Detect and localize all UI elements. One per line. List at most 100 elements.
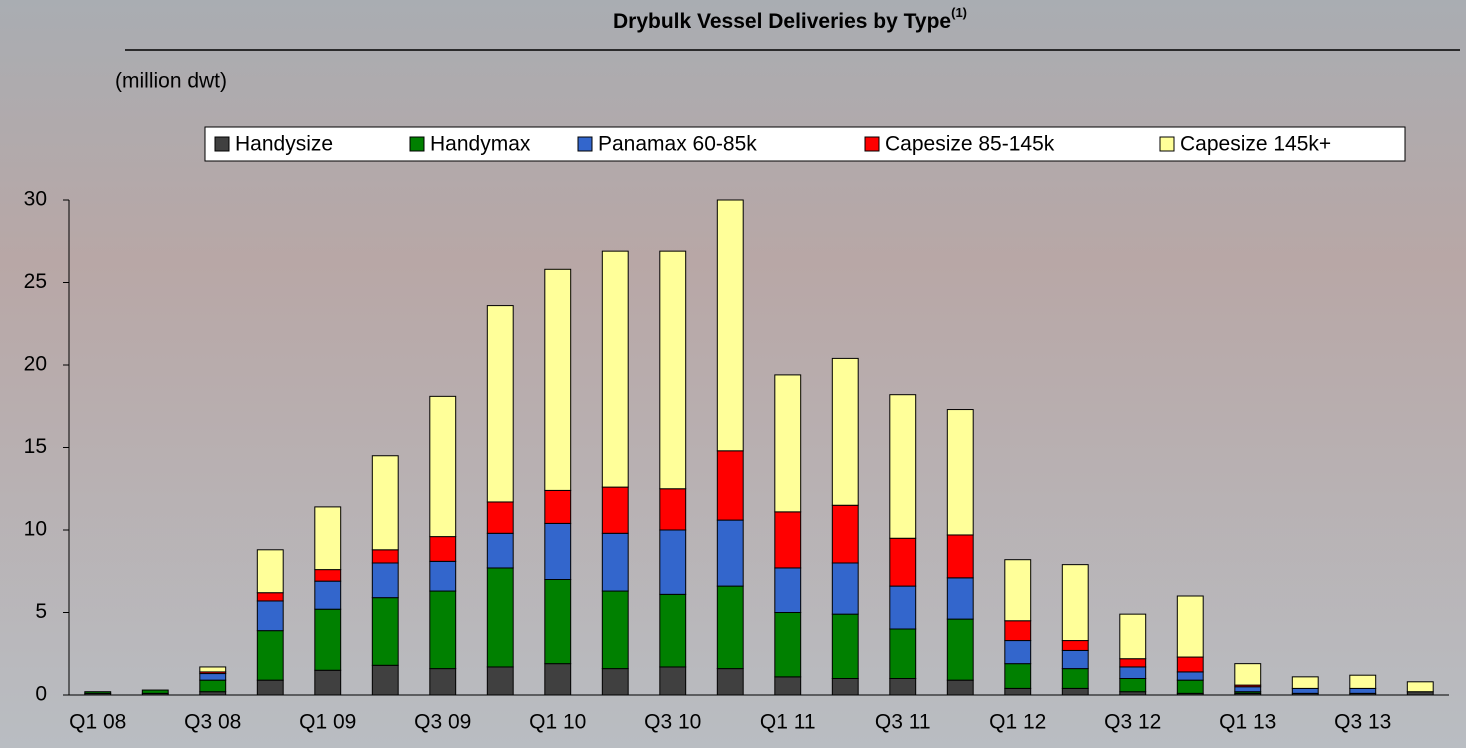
bar-segment [717, 586, 743, 669]
x-tick-label: Q1 08 [69, 711, 126, 734]
bar-segment [257, 593, 283, 601]
bar-segment [487, 502, 513, 533]
bar-segment [947, 410, 973, 535]
legend-swatch [215, 137, 229, 151]
bar-segment [430, 396, 456, 536]
bar-segment [315, 609, 341, 670]
bar-segment [430, 591, 456, 669]
bar-segment [315, 570, 341, 582]
chart-title: Drybulk Vessel Deliveries by Type(1) [613, 5, 967, 32]
y-tick-label: 5 [35, 600, 47, 623]
bar-segment [200, 680, 226, 692]
bar-segment [487, 568, 513, 667]
bar-segment [315, 581, 341, 609]
x-tick-label: Q3 09 [414, 711, 471, 734]
bar-segment [1177, 596, 1203, 657]
bar-segment [717, 520, 743, 586]
x-tick-label: Q1 09 [299, 711, 356, 734]
bar-segment [890, 538, 916, 586]
bar-segment [1120, 667, 1146, 679]
page: {"chart_data": { "type": "stacked_bar", … [0, 0, 1466, 748]
bar-segment [487, 306, 513, 502]
y-tick-label: 0 [35, 683, 47, 706]
bar-segment [832, 614, 858, 678]
bar-segment [660, 489, 686, 530]
bar-segment [660, 594, 686, 667]
bar-segment [1005, 664, 1031, 689]
bar-segment [430, 561, 456, 591]
title-text: Drybulk Vessel Deliveries by Type [613, 10, 951, 33]
bar-segment [1235, 664, 1261, 685]
bar-segment [1005, 688, 1031, 695]
bar-segment [257, 680, 283, 695]
bar-segment [545, 580, 571, 664]
legend-swatch [865, 137, 879, 151]
x-tick-label: Q1 13 [1219, 711, 1276, 734]
bar-segment [775, 568, 801, 613]
y-tick-label: 10 [24, 518, 47, 541]
bar-segment [487, 533, 513, 568]
bar-segment [775, 613, 801, 677]
legend-swatch [578, 137, 592, 151]
bar-segment [545, 523, 571, 579]
title-note: (1) [951, 5, 967, 20]
bar-segment [257, 631, 283, 681]
bar-segment [372, 598, 398, 666]
bar-segment [602, 487, 628, 533]
bar-segment [890, 586, 916, 629]
bar-segment [660, 667, 686, 695]
bar-segment [1350, 688, 1376, 693]
bar-segment [1062, 641, 1088, 651]
bar-segment [832, 679, 858, 696]
bar-segment [1005, 560, 1031, 621]
bar-segment [142, 690, 168, 693]
bar-segment [660, 530, 686, 594]
bar-segment [947, 619, 973, 680]
chart: Drybulk Vessel Deliveries by Type(1) (mi… [0, 0, 1466, 748]
bar-segment [1062, 669, 1088, 689]
bar-segment [1350, 675, 1376, 688]
bar-segment [1177, 672, 1203, 680]
bar-segment [832, 358, 858, 505]
bar-segment [775, 512, 801, 568]
bar-segment [947, 535, 973, 578]
bar-segment [257, 550, 283, 593]
bar-segment [545, 269, 571, 490]
bar-segment [890, 395, 916, 539]
bar-segment [1005, 621, 1031, 641]
bar-segment [717, 669, 743, 695]
x-tick-label: Q1 12 [989, 711, 1046, 734]
x-tick-label: Q3 11 [875, 711, 931, 734]
bar-segment [372, 550, 398, 563]
bar-segment [832, 563, 858, 614]
bar-segment [1062, 565, 1088, 641]
bar-segment [1235, 687, 1261, 692]
bar-segment [1062, 688, 1088, 695]
legend-label: Panamax 60-85k [598, 133, 757, 156]
bar-segment [1177, 657, 1203, 672]
bar-segment [1062, 650, 1088, 668]
y-tick-label: 20 [24, 353, 47, 376]
bar-segment [372, 665, 398, 695]
x-tick-label: Q3 10 [644, 711, 701, 734]
x-tick-label: Q1 11 [760, 711, 816, 734]
bar-segment [947, 578, 973, 619]
bar-segment [200, 667, 226, 672]
x-tick-label: Q3 13 [1334, 711, 1391, 734]
bar-segment [1005, 641, 1031, 664]
bar-segment [717, 451, 743, 520]
legend-label: Capesize 145k+ [1180, 133, 1331, 156]
bar-segment [1120, 679, 1146, 692]
bar-segment [372, 563, 398, 598]
y-tick-label: 15 [24, 435, 47, 458]
x-tick-label: Q3 12 [1104, 711, 1161, 734]
bar-segment [315, 507, 341, 570]
bar-segment [545, 490, 571, 523]
bar-segment [372, 456, 398, 550]
legend-swatch [1160, 137, 1174, 151]
bar-segment [1407, 682, 1433, 692]
bar-segment [430, 669, 456, 695]
bar-segment [660, 251, 686, 489]
bar-segment [1120, 614, 1146, 659]
legend-label: Handysize [235, 133, 333, 156]
